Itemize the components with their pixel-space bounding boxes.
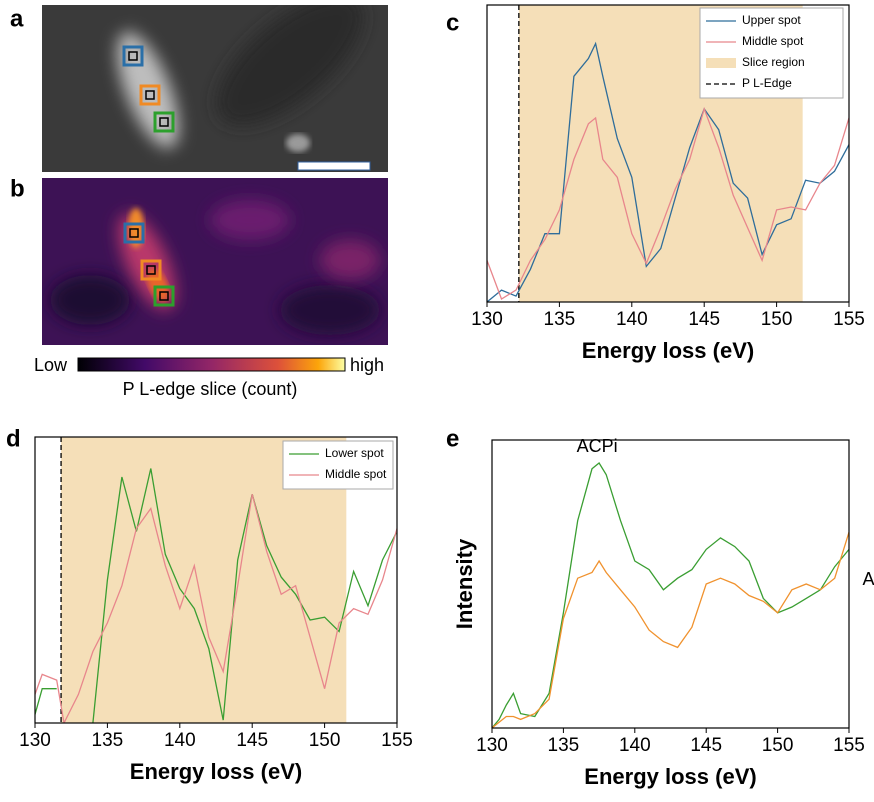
x-axis-label: Energy loss (eV) xyxy=(130,759,302,784)
spot-box xyxy=(153,111,175,133)
plot-frame xyxy=(34,436,398,724)
x-tick-label: 135 xyxy=(544,309,576,330)
series-line xyxy=(492,462,849,728)
x-tick-label: 150 xyxy=(309,730,341,751)
spot-box xyxy=(122,45,144,67)
spot-box xyxy=(146,265,156,275)
legend-swatch xyxy=(706,58,736,68)
series-line xyxy=(35,468,397,723)
panel-label: e xyxy=(446,425,459,452)
x-tick-label: 145 xyxy=(236,730,268,751)
legend-box xyxy=(282,440,394,490)
spot-box xyxy=(139,84,161,106)
x-tick-label: 130 xyxy=(471,309,503,330)
spot-box xyxy=(123,222,145,244)
image-b xyxy=(42,178,388,345)
legend-label: Slice region xyxy=(742,55,805,69)
x-tick-label: 135 xyxy=(548,735,580,756)
series-line xyxy=(487,41,849,302)
x-tick-label: 145 xyxy=(690,735,722,756)
scale-bar xyxy=(297,161,371,171)
legend-box xyxy=(699,7,844,99)
legend-label: Upper spot xyxy=(742,13,801,27)
colorbar xyxy=(77,357,346,372)
spot-box xyxy=(159,291,169,301)
spot-box xyxy=(129,228,139,238)
image-a xyxy=(42,5,388,172)
series-label: ACPPi xyxy=(862,569,874,589)
x-tick-label: 135 xyxy=(92,730,124,751)
spot-box xyxy=(153,285,175,307)
x-tick-label: 140 xyxy=(616,309,648,330)
x-tick-label: 140 xyxy=(164,730,196,751)
colorbar-low: Low xyxy=(34,355,68,375)
x-tick-label: 150 xyxy=(761,309,793,330)
spot-box xyxy=(140,259,162,281)
series-label: ACPi xyxy=(577,436,618,456)
x-axis-label: Energy loss (eV) xyxy=(582,338,754,363)
series-line xyxy=(492,532,849,728)
y-axis-label: Intensity xyxy=(452,538,477,629)
x-tick-label: 145 xyxy=(688,309,720,330)
x-tick-label: 130 xyxy=(476,735,508,756)
legend-label: Middle spot xyxy=(325,467,387,481)
plot-frame xyxy=(491,439,850,729)
x-axis-label: Energy loss (eV) xyxy=(584,764,756,789)
legend-label: Middle spot xyxy=(742,34,804,48)
spot-box xyxy=(128,51,138,61)
panel-label: c xyxy=(446,9,459,36)
x-tick-label: 130 xyxy=(19,730,51,751)
x-tick-label: 150 xyxy=(762,735,794,756)
colorbar-label: P L-edge slice (count) xyxy=(123,379,298,399)
panel-label: d xyxy=(6,425,21,452)
x-tick-label: 155 xyxy=(381,730,413,751)
x-tick-label: 155 xyxy=(833,735,865,756)
x-tick-label: 155 xyxy=(833,309,865,330)
legend-label: Lower spot xyxy=(325,446,384,460)
series-line xyxy=(35,494,397,723)
colorbar-high: high xyxy=(350,355,384,375)
spot-box xyxy=(145,90,155,100)
panel-label: b xyxy=(10,175,25,202)
panel-label: a xyxy=(10,5,24,32)
spot-box xyxy=(159,117,169,127)
legend-label: P L-Edge xyxy=(742,76,792,90)
x-tick-label: 140 xyxy=(619,735,651,756)
series-line xyxy=(487,106,849,300)
plot-frame xyxy=(486,4,850,303)
